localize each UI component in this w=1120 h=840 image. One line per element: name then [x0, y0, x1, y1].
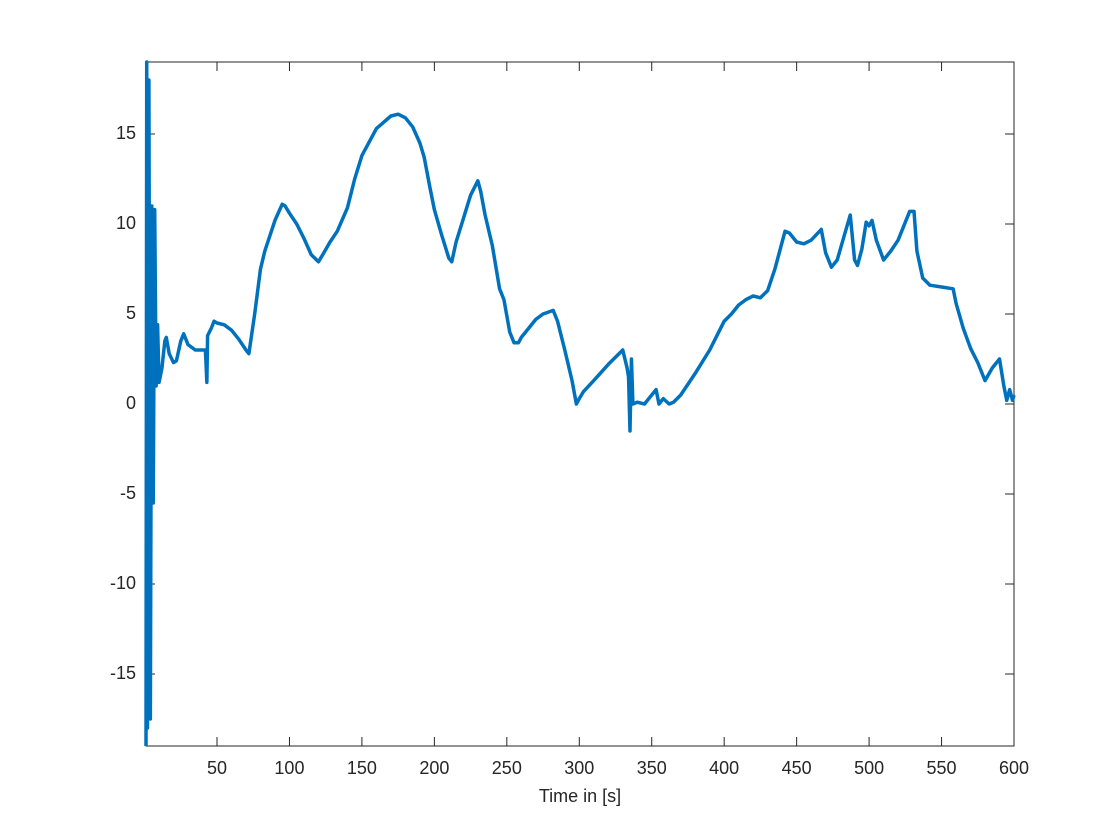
y-tick-label: 10 — [116, 213, 136, 233]
x-tick-label: 100 — [274, 758, 304, 778]
y-tick-label: 5 — [126, 303, 136, 323]
x-tick-label: 400 — [709, 758, 739, 778]
x-tick-label: 250 — [492, 758, 522, 778]
y-tick-label: -5 — [120, 483, 136, 503]
y-tick-label: -15 — [110, 663, 136, 683]
x-tick-label: 600 — [999, 758, 1029, 778]
plot-frame — [145, 61, 1015, 747]
y-tick-label: -10 — [110, 573, 136, 593]
x-axis-label: Time in [s] — [539, 786, 621, 806]
x-tick-label: 200 — [419, 758, 449, 778]
x-tick-label: 550 — [927, 758, 957, 778]
x-tick-label: 300 — [564, 758, 594, 778]
x-tick-label: 150 — [347, 758, 377, 778]
y-tick-label: 0 — [126, 393, 136, 413]
x-tick-label: 50 — [207, 758, 227, 778]
x-tick-label: 450 — [782, 758, 812, 778]
x-tick-label: 350 — [637, 758, 667, 778]
data-line — [144, 60, 1016, 747]
x-tick-label: 500 — [854, 758, 884, 778]
y-tick-label: 15 — [116, 123, 136, 143]
